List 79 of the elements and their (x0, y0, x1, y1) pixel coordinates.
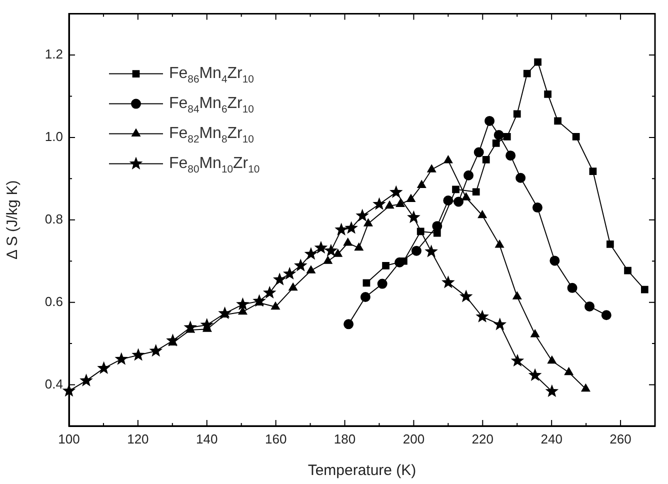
point (581, 384, 590, 392)
point (444, 156, 453, 164)
point (343, 238, 352, 246)
point (382, 262, 390, 270)
point (530, 329, 540, 338)
point (400, 257, 408, 265)
point (564, 367, 574, 376)
point (271, 302, 280, 310)
x-tick-label: 240 (540, 431, 562, 446)
point (354, 242, 364, 251)
point (584, 301, 595, 312)
point (462, 192, 470, 200)
point (532, 202, 542, 213)
x-tick-label: 220 (472, 431, 494, 446)
point (360, 292, 370, 302)
point (416, 228, 424, 236)
point (572, 132, 580, 140)
point (554, 117, 562, 125)
point (333, 249, 342, 257)
point (476, 310, 489, 322)
point (601, 310, 612, 320)
point (314, 240, 328, 254)
y-axis-title: Δ S (J/kg K) (4, 180, 22, 260)
point (589, 168, 597, 175)
point (344, 319, 354, 330)
point (640, 286, 648, 294)
point (396, 199, 405, 207)
y-tick-label: 1.0 (44, 129, 63, 144)
x-tick-label: 260 (610, 431, 632, 446)
point (516, 172, 526, 183)
point (484, 116, 495, 126)
point (534, 58, 542, 66)
point (472, 188, 480, 196)
point (512, 292, 522, 300)
point (503, 132, 511, 140)
point (544, 90, 552, 98)
point (548, 356, 556, 364)
x-axis-title: Temperature (K) (308, 462, 416, 480)
point (454, 196, 464, 207)
point (364, 218, 373, 226)
point (406, 194, 416, 202)
point (482, 156, 490, 164)
point (510, 354, 524, 367)
y-tick-label: 1.2 (44, 46, 63, 62)
point (377, 278, 388, 289)
point (411, 246, 422, 256)
point (288, 282, 298, 291)
point (464, 170, 474, 180)
x-tick-label: 140 (196, 431, 218, 446)
point (550, 256, 560, 266)
point (238, 306, 248, 315)
point (492, 140, 500, 147)
point (433, 229, 441, 237)
x-tick-label: 160 (264, 431, 287, 446)
point (417, 180, 426, 188)
point (606, 240, 614, 248)
point (478, 210, 487, 218)
point (452, 186, 460, 194)
point (474, 147, 484, 158)
x-tick-label: 100 (58, 431, 80, 446)
point (545, 384, 559, 398)
point (624, 266, 632, 274)
point (494, 130, 504, 140)
point (362, 279, 370, 287)
y-tick-label: 0.8 (44, 211, 63, 226)
x-tick-label: 180 (334, 431, 356, 446)
point (306, 266, 316, 274)
point (523, 70, 531, 78)
x-tick-label: 200 (402, 431, 425, 446)
x-tick-label: 120 (127, 431, 149, 446)
point (385, 200, 394, 209)
y-tick-label: 0.6 (44, 294, 63, 309)
point (567, 282, 578, 293)
point (427, 164, 436, 172)
y-tick-label: 0.4 (44, 376, 63, 392)
point (495, 240, 504, 248)
point (323, 256, 332, 264)
point (506, 150, 516, 161)
point (513, 110, 521, 118)
